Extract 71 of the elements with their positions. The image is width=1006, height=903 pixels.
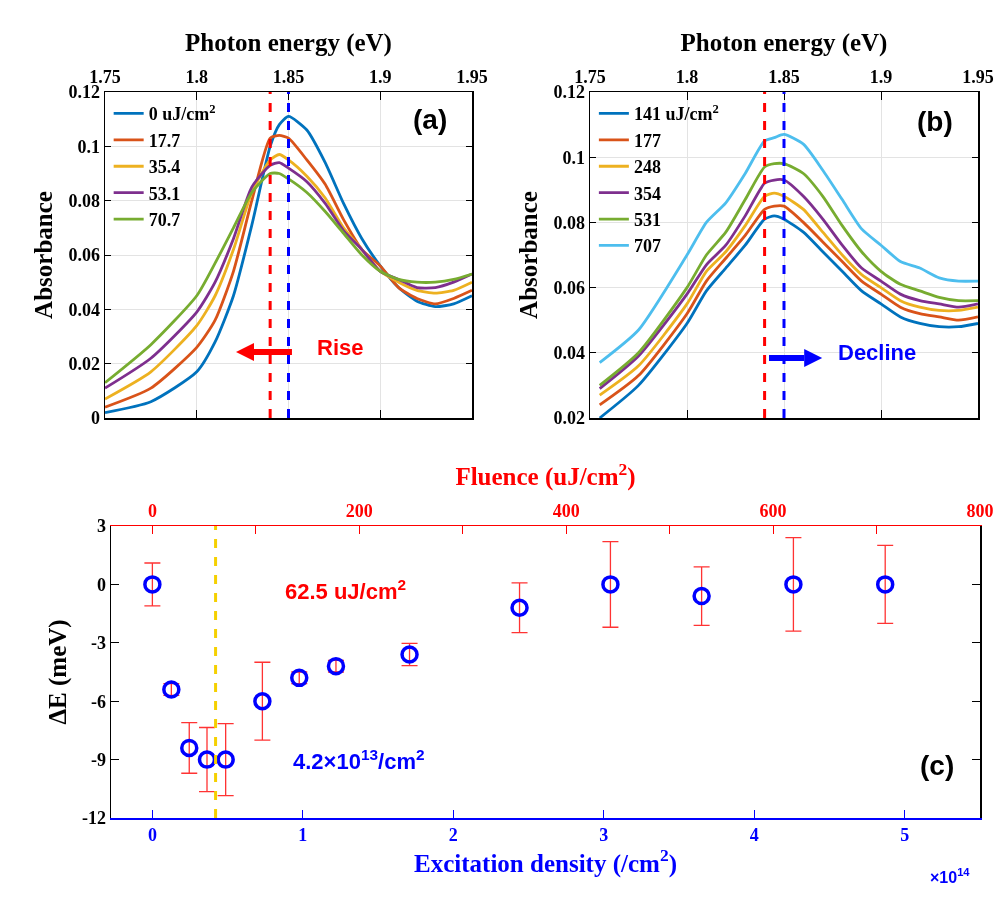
x-tick-label: 1.9 (369, 67, 392, 88)
point (143, 575, 162, 594)
legend-label: 354 (633, 183, 661, 204)
y-tick-label: 0.04 (553, 343, 585, 364)
annotation: 62.5 uJ/cm$^{2}$ (285, 576, 407, 605)
x2-tick-label: 200 (345, 501, 373, 522)
y-tick-label: 0 (96, 574, 106, 595)
x-tick-label: 0 (147, 825, 157, 846)
x-tick-label: 1.8 (185, 67, 208, 88)
x2-tick-label: 400 (552, 501, 580, 522)
x-tick-label: 2 (448, 825, 458, 846)
x2-tick-label: 800 (966, 501, 994, 522)
y-axis-title: Absorbance (30, 191, 58, 319)
y-tick-label: 0.04 (68, 299, 100, 320)
x-tick-label: 1 (298, 825, 308, 846)
annotation: Decline (838, 340, 917, 365)
point (692, 586, 711, 606)
x-axis-title: Photon energy (eV) (680, 29, 888, 58)
text: ×10$^{14}$ (930, 866, 971, 886)
x-tick-label: 1.8 (675, 67, 699, 88)
y-tick-label: -12 (81, 808, 106, 829)
annotation: (a) (413, 104, 448, 135)
annotation: 4.2×10$^{13}$/cm$^{2}$ (293, 746, 425, 775)
x-tick-label: 1.95 (456, 67, 488, 88)
y-tick-label: 0.1 (77, 136, 100, 157)
y-tick-label: 0.06 (553, 277, 585, 298)
y-tick-label: -6 (90, 691, 106, 712)
y-axis-title: Absorbance (515, 191, 543, 319)
legend-label: 177 (633, 130, 661, 151)
x-tick-label: 5 (900, 825, 910, 846)
y-tick-label: 3 (96, 516, 106, 537)
y-axis-title: ΔE (meV) (43, 619, 72, 725)
point (180, 738, 199, 758)
y-tick-label: 0.1 (562, 147, 585, 168)
y-tick-label: 0.08 (68, 190, 100, 211)
point (253, 691, 272, 711)
legend-label: 35.4 (148, 157, 181, 178)
y-tick-label: -9 (90, 749, 106, 770)
point (784, 575, 803, 594)
point (875, 575, 895, 594)
x-axis-title: Photon energy (eV) (185, 29, 392, 58)
y-tick-label: 0.02 (553, 408, 585, 429)
y-tick-label: 0.02 (68, 353, 100, 374)
point (601, 575, 620, 594)
legend-label: 70.7 (148, 210, 181, 231)
legend-label: 0 uJ/cm$^{2}$ (148, 101, 216, 125)
y-tick-label: 0.06 (68, 245, 100, 266)
point (510, 598, 529, 617)
annotation: Rise (317, 335, 364, 360)
legend-label: 707 (633, 236, 661, 257)
y-tick-label: 0 (90, 408, 100, 429)
x-tick-label: 1.85 (272, 67, 305, 88)
x-axis-title: Excitation density (/cm$^{2}$) (414, 845, 677, 878)
x2-axis-title: Fluence (uJ/cm$^{2}$) (455, 458, 636, 492)
x-tick-label: 1.9 (869, 67, 893, 88)
x-tick-label: 3 (599, 825, 609, 846)
x-tick-label: 1.85 (768, 67, 800, 88)
legend-label: 17.7 (148, 130, 181, 151)
point (216, 750, 235, 769)
x2-tick-label: 600 (759, 501, 787, 522)
x-tick-label: 1.95 (962, 67, 994, 88)
y-tick-label: 0.08 (553, 212, 585, 233)
legend-label: 53.1 (148, 183, 181, 204)
annotation: (b) (917, 106, 953, 137)
x-tick-label: 4 (749, 825, 759, 846)
annotation: (c) (920, 750, 955, 781)
legend-label: 248 (633, 157, 661, 178)
x2-tick-label: 0 (147, 501, 157, 522)
legend-label: 141 uJ/cm$^{2}$ (633, 101, 719, 125)
legend-label: 531 (633, 210, 661, 231)
y-tick-label: -3 (90, 633, 106, 654)
